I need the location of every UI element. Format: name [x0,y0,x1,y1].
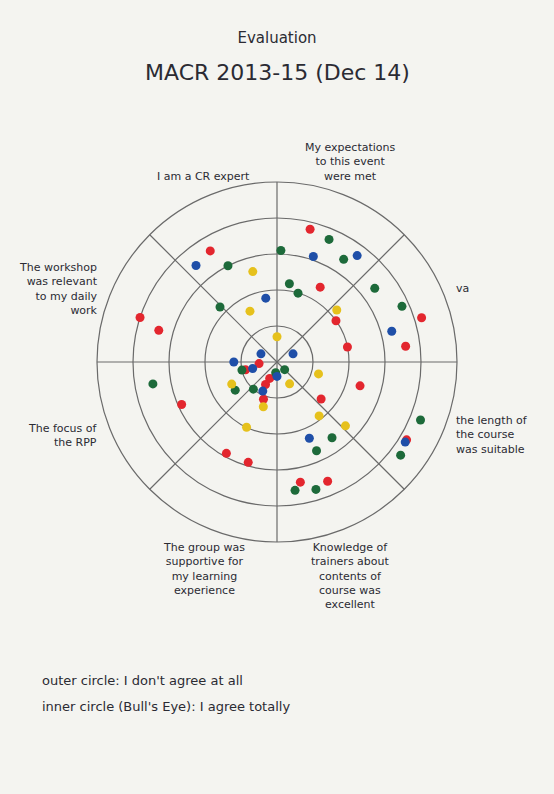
svg-text:inner circle (Bull's Eye): I a: inner circle (Bull's Eye): I agree total… [42,699,290,714]
svg-text:outer circle: I don't agree at: outer circle: I don't agree at all [42,673,243,688]
svg-text:The workshopwas relevantto my: The workshopwas relevantto my dailywork [19,261,98,317]
svg-text:I am a CR expert: I am a CR expert [157,170,250,183]
svg-text:MACR 2013-15 (Dec 14): MACR 2013-15 (Dec 14) [145,60,410,85]
svg-text:Knowledge oftrainers aboutcont: Knowledge oftrainers aboutcontents ofcou… [311,541,390,611]
svg-text:Evaluation: Evaluation [237,29,316,47]
svg-text:The focus ofthe RPP: The focus ofthe RPP [28,422,98,449]
svg-text:va: va [456,282,469,295]
svg-text:The group wassupportive formy: The group wassupportive formy learningex… [163,541,245,597]
svg-text:My expectationsto this eventwe: My expectationsto this eventwere met [305,141,396,183]
svg-text:the length ofthe coursewas sui: the length ofthe coursewas suitable [456,414,528,456]
